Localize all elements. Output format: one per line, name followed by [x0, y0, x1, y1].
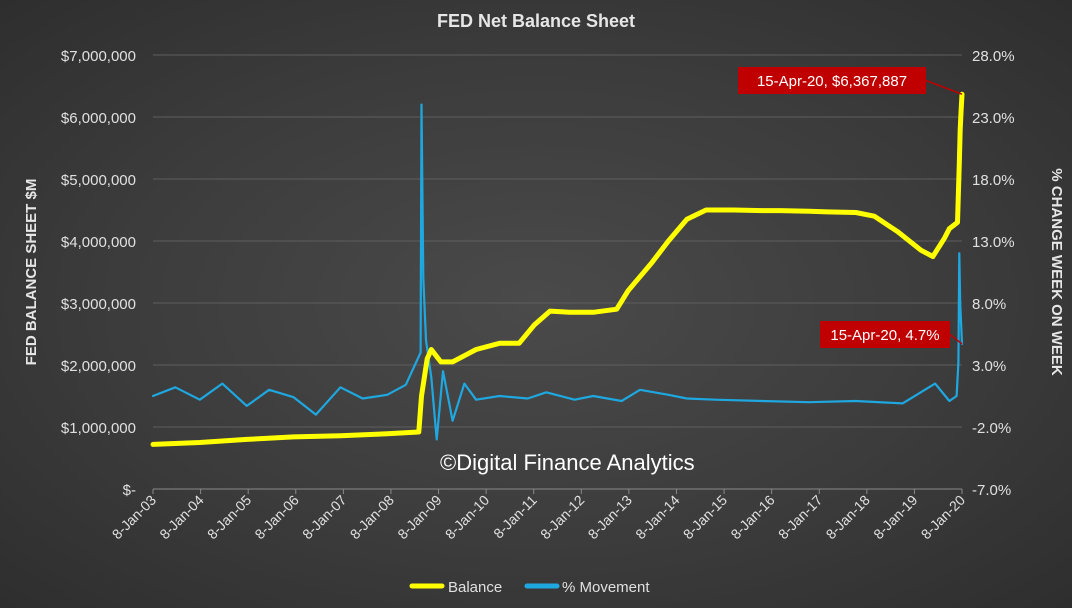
- x-tick-label: 8-Jan-16: [727, 492, 778, 543]
- x-tick-label: 8-Jan-06: [251, 492, 302, 543]
- annotation-box: [820, 321, 950, 348]
- x-tick-label: 8-Jan-15: [680, 492, 731, 543]
- x-tick-label: 8-Jan-17: [775, 492, 826, 543]
- annotation-box: [738, 67, 926, 94]
- y-tick-label: $-: [123, 482, 136, 499]
- x-axis-ticks: 8-Jan-038-Jan-048-Jan-058-Jan-068-Jan-07…: [109, 489, 969, 543]
- chart-title: FED Net Balance Sheet: [437, 11, 635, 31]
- y2-tick-label: 13.0%: [972, 234, 1015, 251]
- x-tick-label: 8-Jan-18: [823, 492, 874, 543]
- x-tick-label: 8-Jan-19: [870, 492, 921, 543]
- legend-label: % Movement: [562, 579, 650, 596]
- series-layer: [150, 91, 965, 447]
- watermark: ©Digital Finance Analytics: [440, 450, 695, 475]
- y-tick-label: $3,000,000: [61, 296, 136, 313]
- x-tick-label: 8-Jan-07: [299, 492, 350, 543]
- x-tick-label: 8-Jan-09: [394, 492, 445, 543]
- x-tick-label: 8-Jan-08: [347, 492, 398, 543]
- legend: Balance % Movement: [409, 579, 650, 596]
- x-tick-label: 8-Jan-14: [632, 492, 683, 543]
- x-tick-label: 8-Jan-20: [918, 492, 969, 543]
- x-tick-label: 8-Jan-05: [204, 492, 255, 543]
- annotation-label: 15-Apr-20, $6,367,887: [757, 73, 907, 90]
- annotation-leader-line: [925, 79, 963, 95]
- annotation-leader-line: [949, 333, 963, 345]
- y2-axis-ticks: -7.0% -2.0% 3.0% 8.0% 13.0% 18.0% 23.0% 28.0%: [972, 48, 1015, 499]
- y-tick-label: $7,000,000: [61, 48, 136, 65]
- x-tick-label: 8-Jan-03: [109, 492, 160, 543]
- y2-axis-label: % CHANGE WEEK ON WEEK: [1048, 168, 1065, 376]
- legend-label: Balance: [448, 579, 502, 596]
- annotation-label: 15-Apr-20, 4.7%: [830, 327, 939, 344]
- balance-series-line: [150, 91, 965, 447]
- y-tick-label: $4,000,000: [61, 234, 136, 251]
- x-tick-label: 8-Jan-10: [442, 492, 493, 543]
- y2-tick-label: -7.0%: [972, 482, 1011, 499]
- y-axis-label: FED BALANCE SHEET $M: [23, 179, 40, 366]
- y-tick-label: $5,000,000: [61, 172, 136, 189]
- y2-tick-label: 23.0%: [972, 110, 1015, 127]
- y2-tick-label: 8.0%: [972, 296, 1006, 313]
- y2-tick-label: 28.0%: [972, 48, 1015, 65]
- y-tick-label: $2,000,000: [61, 358, 136, 375]
- x-tick-label: 8-Jan-04: [156, 492, 207, 543]
- y2-tick-label: 18.0%: [972, 172, 1015, 189]
- movement-series-line: [151, 103, 964, 441]
- annotations-layer: 15-Apr-20, $6,367,887 15-Apr-20, 4.7%: [738, 67, 963, 348]
- y-tick-label: $6,000,000: [61, 110, 136, 127]
- x-tick-label: 8-Jan-11: [490, 492, 540, 542]
- y-tick-label: $1,000,000: [61, 420, 136, 437]
- gridlines: [153, 54, 962, 490]
- y-axis-ticks: $- $1,000,000 $2,000,000 $3,000,000 $4,000,0…: [61, 48, 136, 499]
- x-tick-label: 8-Jan-13: [585, 492, 636, 543]
- x-tick-label: 8-Jan-12: [537, 492, 588, 543]
- y2-tick-label: -2.0%: [972, 420, 1011, 437]
- y2-tick-label: 3.0%: [972, 358, 1006, 375]
